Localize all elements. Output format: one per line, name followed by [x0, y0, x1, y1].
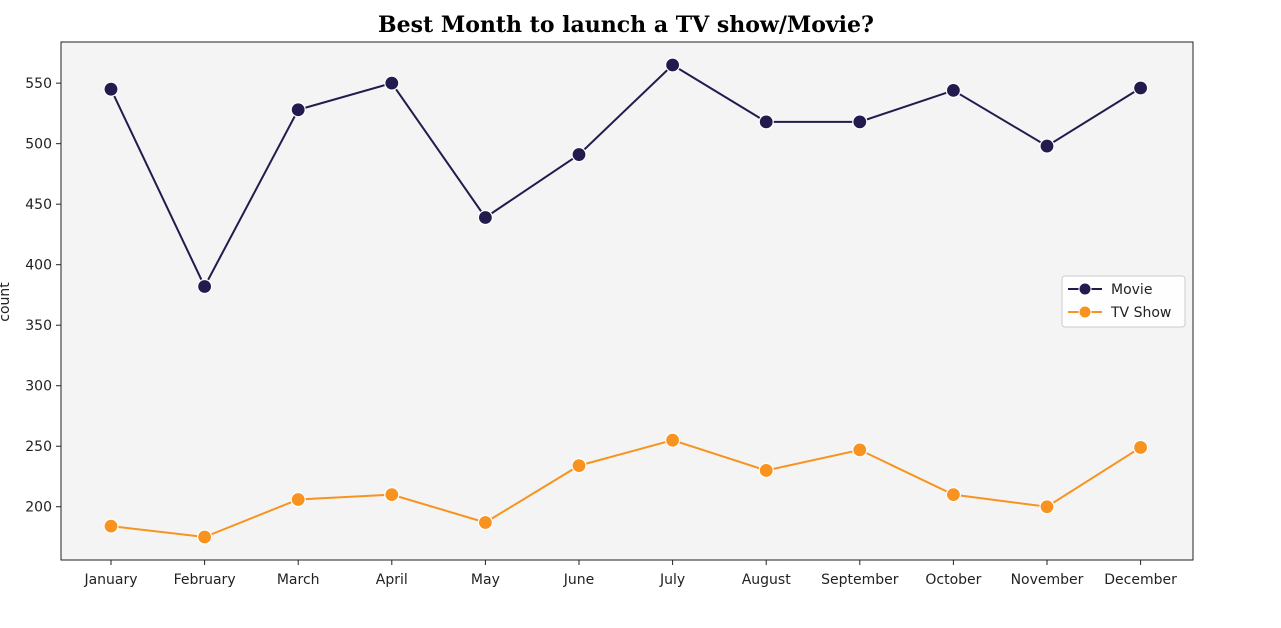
y-tick-label: 250	[25, 439, 52, 455]
legend-marker	[1078, 282, 1092, 296]
data-point-tv-show	[945, 487, 962, 503]
y-tick-label: 450	[25, 197, 52, 213]
legend-label: TV Show	[1110, 305, 1171, 321]
data-point-tv-show	[1132, 439, 1149, 456]
x-tick-label: May	[471, 572, 500, 588]
x-axis: January February March April May June July Augu…	[83, 560, 1177, 588]
x-tick-label: October	[925, 572, 981, 588]
legend: Movie TV Show	[1061, 275, 1186, 328]
data-point-movie	[664, 57, 681, 73]
y-tick-label: 550	[25, 76, 52, 92]
x-tick-label: August	[742, 572, 792, 588]
series-line-tv-show	[110, 439, 1142, 539]
data-point-tv-show	[1039, 499, 1055, 515]
legend-marker	[1078, 305, 1092, 319]
x-tick-label: April	[376, 572, 408, 588]
legend-item-movie: Movie	[1068, 282, 1152, 298]
y-axis: 200 250 300 350 400 450 500 550	[25, 76, 61, 516]
data-point-tv-show	[571, 457, 587, 474]
series-line-movie	[110, 63, 1142, 289]
series-layer	[103, 57, 1149, 545]
data-point-movie	[1039, 138, 1055, 154]
data-point-tv-show	[852, 442, 868, 458]
legend-label: Movie	[1111, 282, 1152, 298]
data-point-movie	[477, 209, 493, 226]
y-tick-label: 300	[25, 379, 52, 395]
y-axis-label: count	[0, 282, 13, 322]
data-point-tv-show	[758, 462, 774, 479]
series-movie	[103, 57, 1149, 295]
y-tick-label: 350	[25, 318, 52, 334]
data-point-tv-show	[197, 529, 213, 545]
data-point-movie	[197, 278, 213, 295]
data-point-tv-show	[103, 518, 119, 534]
series-tv-show	[103, 432, 1149, 545]
data-point-movie	[852, 114, 868, 130]
x-tick-label: February	[174, 572, 236, 588]
data-point-movie	[384, 75, 400, 91]
y-tick-label: 400	[25, 258, 52, 274]
x-tick-label: December	[1104, 572, 1177, 588]
data-point-movie	[103, 81, 119, 97]
x-tick-label: July	[659, 572, 685, 588]
data-point-movie	[1132, 80, 1149, 96]
x-tick-label: March	[277, 572, 320, 588]
data-point-movie	[571, 146, 587, 163]
data-point-movie	[758, 114, 774, 130]
data-point-tv-show	[477, 514, 493, 531]
data-point-tv-show	[290, 491, 306, 508]
legend-item-tv-show: TV Show	[1068, 305, 1171, 321]
x-tick-label: June	[563, 572, 595, 588]
x-tick-label: January	[83, 572, 137, 588]
y-tick-label: 200	[25, 500, 52, 516]
chart-title: Best Month to launch a TV show/Movie?	[378, 12, 874, 38]
y-tick-label: 500	[25, 137, 52, 153]
data-point-movie	[945, 82, 962, 99]
plot-area	[60, 41, 1194, 561]
data-point-tv-show	[384, 487, 400, 503]
x-tick-label: November	[1011, 572, 1084, 588]
data-point-movie	[290, 102, 306, 118]
x-tick-label: September	[821, 572, 899, 588]
data-point-tv-show	[664, 432, 681, 448]
